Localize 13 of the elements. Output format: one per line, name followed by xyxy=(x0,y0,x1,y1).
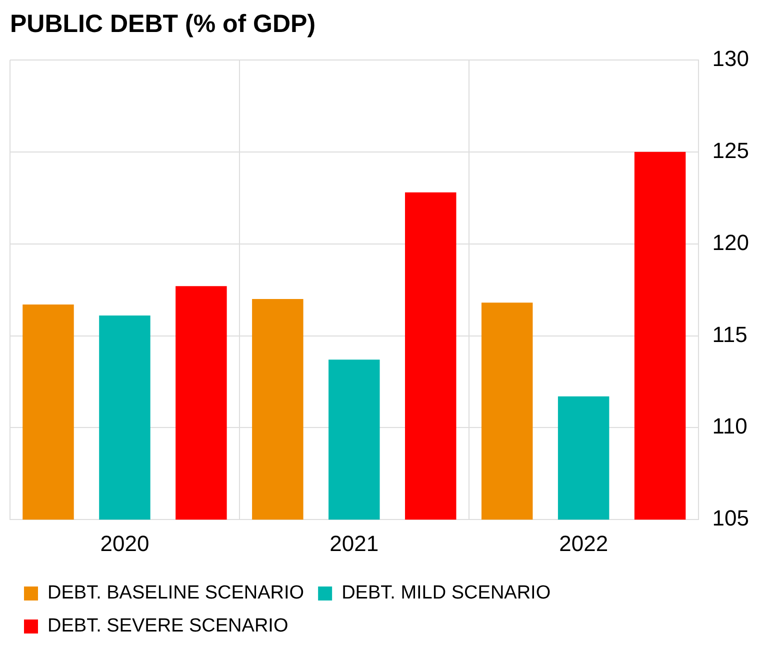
x-tick-label: 2022 xyxy=(559,530,608,556)
legend-label: DEBT. SEVERE SCENARIO xyxy=(48,616,288,637)
chart-title: PUBLIC DEBT (% of GDP) xyxy=(10,10,316,38)
x-tick-label: 2020 xyxy=(100,530,150,556)
y-tick-label: 110 xyxy=(712,414,748,439)
y-tick-label: 115 xyxy=(712,322,748,347)
y-tick-label: 130 xyxy=(712,46,750,72)
y-tick-label: 120 xyxy=(712,230,750,255)
x-tick-label: 2021 xyxy=(330,530,379,556)
legend-label: DEBT. MILD SCENARIO xyxy=(342,582,551,604)
y-tick-label: 125 xyxy=(712,138,750,163)
y-tick-label: 105 xyxy=(712,506,750,531)
legend-label: DEBT. BASELINE SCENARIO xyxy=(48,582,304,604)
